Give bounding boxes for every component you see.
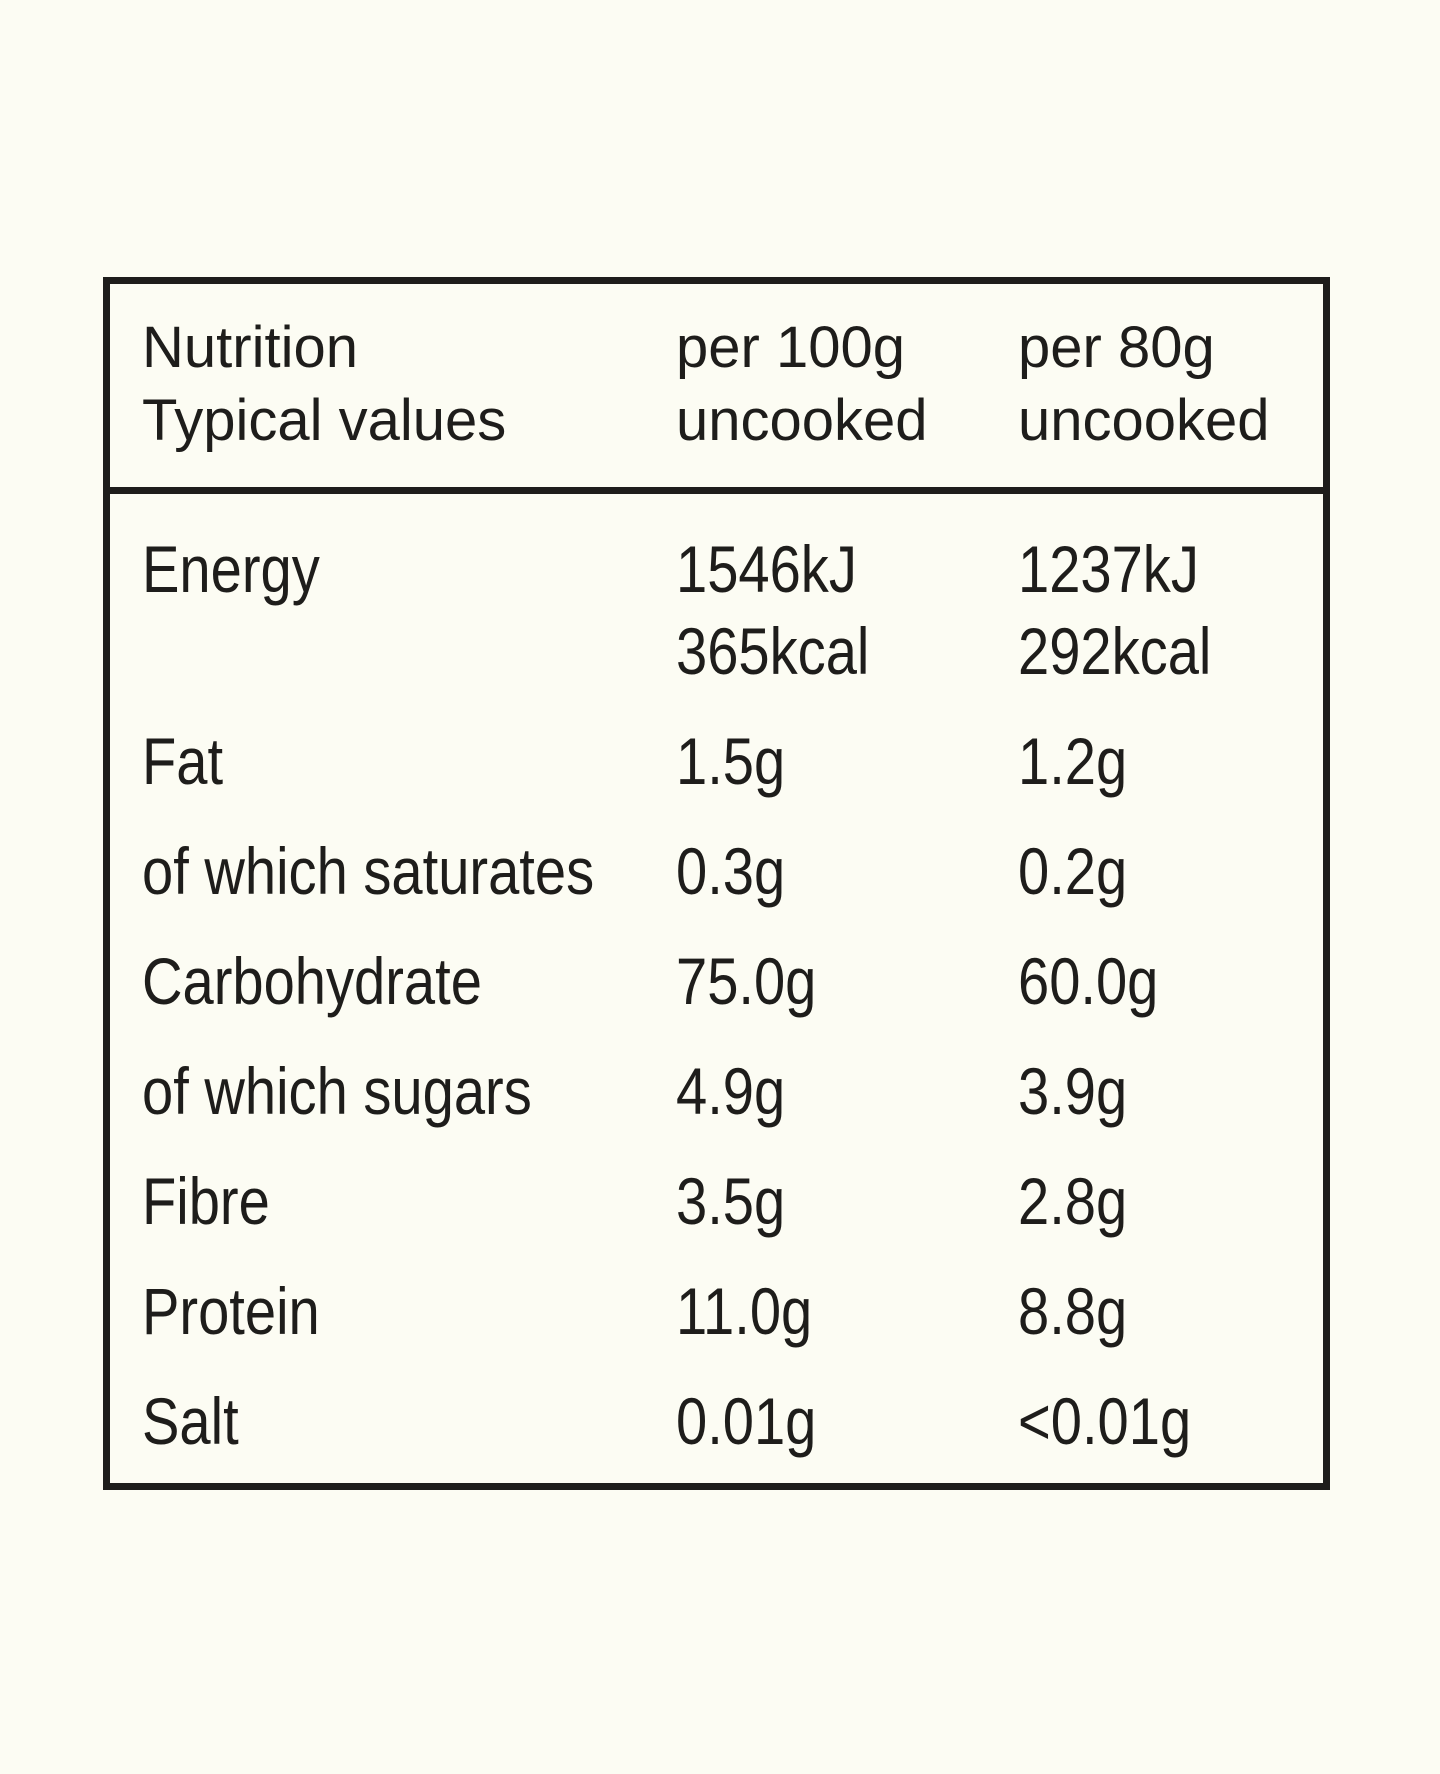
row-value-per-100g: 1.5g bbox=[676, 724, 786, 798]
row-label: Fat bbox=[142, 724, 224, 798]
row-value-per-100g: 0.3g bbox=[676, 834, 786, 908]
header-per-100g-line2: uncooked bbox=[676, 388, 928, 453]
table-row-fibre: Fibre 3.5g 2.8g bbox=[142, 1160, 1317, 1242]
header-title-line2: Typical values bbox=[142, 388, 507, 453]
header-title-line1: Nutrition bbox=[142, 315, 358, 380]
header-per-100g: per 100g uncooked bbox=[676, 311, 1018, 457]
row-value-per-100g: 3.5g bbox=[676, 1164, 786, 1238]
row-value-per-80g: 3.9g bbox=[1018, 1054, 1128, 1128]
row-label: of which sugars bbox=[142, 1054, 532, 1128]
row-value-per-80g: 1237kJ 292kcal bbox=[1018, 532, 1212, 688]
table-body: Energy 1546kJ 365kcal 1237kJ 292kcal Fat… bbox=[110, 494, 1323, 1483]
header-per-80g-line2: uncooked bbox=[1018, 388, 1270, 453]
row-label: Energy bbox=[142, 532, 320, 606]
row-value-per-100g: 75.0g bbox=[676, 944, 817, 1018]
row-value-per-100g: 0.01g bbox=[676, 1384, 817, 1458]
row-value-per-80g: 60.0g bbox=[1018, 944, 1159, 1018]
table-row-sugars: of which sugars 4.9g 3.9g bbox=[142, 1050, 1317, 1132]
row-label: Protein bbox=[142, 1274, 320, 1348]
header-per-80g-line1: per 80g bbox=[1018, 315, 1215, 380]
row-label: Salt bbox=[142, 1384, 239, 1458]
row-label: Fibre bbox=[142, 1164, 270, 1238]
table-row-carbohydrate: Carbohydrate 75.0g 60.0g bbox=[142, 940, 1317, 1022]
header-per-100g-line1: per 100g bbox=[676, 315, 905, 380]
table-row-energy: Energy 1546kJ 365kcal 1237kJ 292kcal bbox=[142, 528, 1317, 692]
table-row-saturates: of which saturates 0.3g 0.2g bbox=[142, 830, 1317, 912]
table-row-fat: Fat 1.5g 1.2g bbox=[142, 720, 1317, 802]
row-value-per-100g: 11.0g bbox=[676, 1274, 813, 1348]
row-value-per-80g: 1.2g bbox=[1018, 724, 1128, 798]
nutrition-table: Nutrition Typical values per 100g uncook… bbox=[103, 277, 1330, 1490]
header-per-80g: per 80g uncooked bbox=[1018, 311, 1317, 457]
row-value-per-80g: <0.01g bbox=[1018, 1384, 1192, 1458]
row-label: Carbohydrate bbox=[142, 944, 482, 1018]
table-row-salt: Salt 0.01g <0.01g bbox=[142, 1380, 1317, 1462]
table-header-row: Nutrition Typical values per 100g uncook… bbox=[110, 284, 1323, 494]
row-value-per-100g: 1546kJ 365kcal bbox=[676, 532, 870, 688]
row-value-per-100g: 4.9g bbox=[676, 1054, 786, 1128]
header-typical-values: Nutrition Typical values bbox=[142, 311, 676, 457]
row-value-per-80g: 0.2g bbox=[1018, 834, 1128, 908]
row-label: of which saturates bbox=[142, 834, 595, 908]
row-value-per-80g: 8.8g bbox=[1018, 1274, 1128, 1348]
table-row-protein: Protein 11.0g 8.8g bbox=[142, 1270, 1317, 1352]
row-value-per-80g: 2.8g bbox=[1018, 1164, 1128, 1238]
